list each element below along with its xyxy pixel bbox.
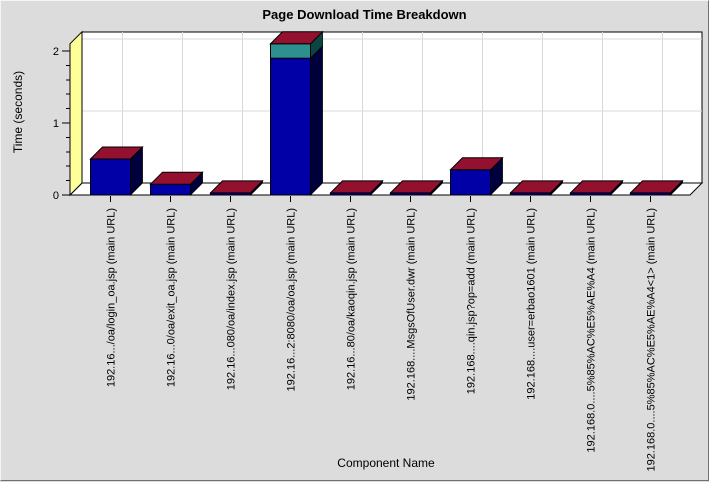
bar-top <box>509 180 564 194</box>
left-wall <box>69 30 83 197</box>
y-axis-title: Time (seconds) <box>11 70 25 154</box>
bar-top <box>209 180 264 194</box>
bar-top <box>449 157 504 171</box>
y-tick-label: 0 <box>53 190 59 202</box>
bar-top <box>629 180 684 194</box>
x-tick-label: 192.168....user=erbao1601 (main URL) <box>526 208 538 400</box>
bar-top <box>269 31 324 45</box>
y-tick-label: 1 <box>53 118 59 130</box>
bar-segment <box>90 158 131 196</box>
x-tick-label: 192.168.0....5%85%AC%E5%AE%A4 (main URL) <box>586 208 598 453</box>
x-axis-title: Component Name <box>337 456 435 470</box>
x-tick-label: 192.16...80/oa/kaoqin.jsp (main URL) <box>346 208 358 390</box>
chart-title: Page Download Time Breakdown <box>262 7 467 22</box>
bar-top <box>389 180 444 194</box>
x-tick-label: 192.16...0/oa/exit_oa.jsp (main URL) <box>166 208 178 387</box>
x-tick-label: 192.16...080/oa/index.jsp (main URL) <box>226 208 238 390</box>
x-tick-label: 192.16...2:8080/oa/oa.jsp (main URL) <box>286 208 298 391</box>
bar-segment <box>270 43 311 59</box>
bar-segment <box>450 169 491 196</box>
y-tick-label: 2 <box>53 46 59 58</box>
bar-segment <box>270 57 311 196</box>
bar-top <box>329 180 384 194</box>
x-tick-label: 192.16.../oa/login_oa.jsp (main URL) <box>106 208 118 387</box>
bar-side <box>310 45 323 196</box>
x-tick-label: 192.168....MsgsOfUser.dwr (main URL) <box>406 208 418 401</box>
back-wall <box>81 31 703 184</box>
x-tick-label: 192.168....qin.jsp?op=add (main URL) <box>466 208 478 394</box>
bar-top <box>569 180 624 194</box>
bar-top <box>89 146 144 160</box>
x-tick-label: 192.168.0....5%85%AC%E5%AE%A4<1> (main U… <box>646 208 658 472</box>
bar-top <box>149 171 204 185</box>
bar-segment <box>150 183 191 196</box>
